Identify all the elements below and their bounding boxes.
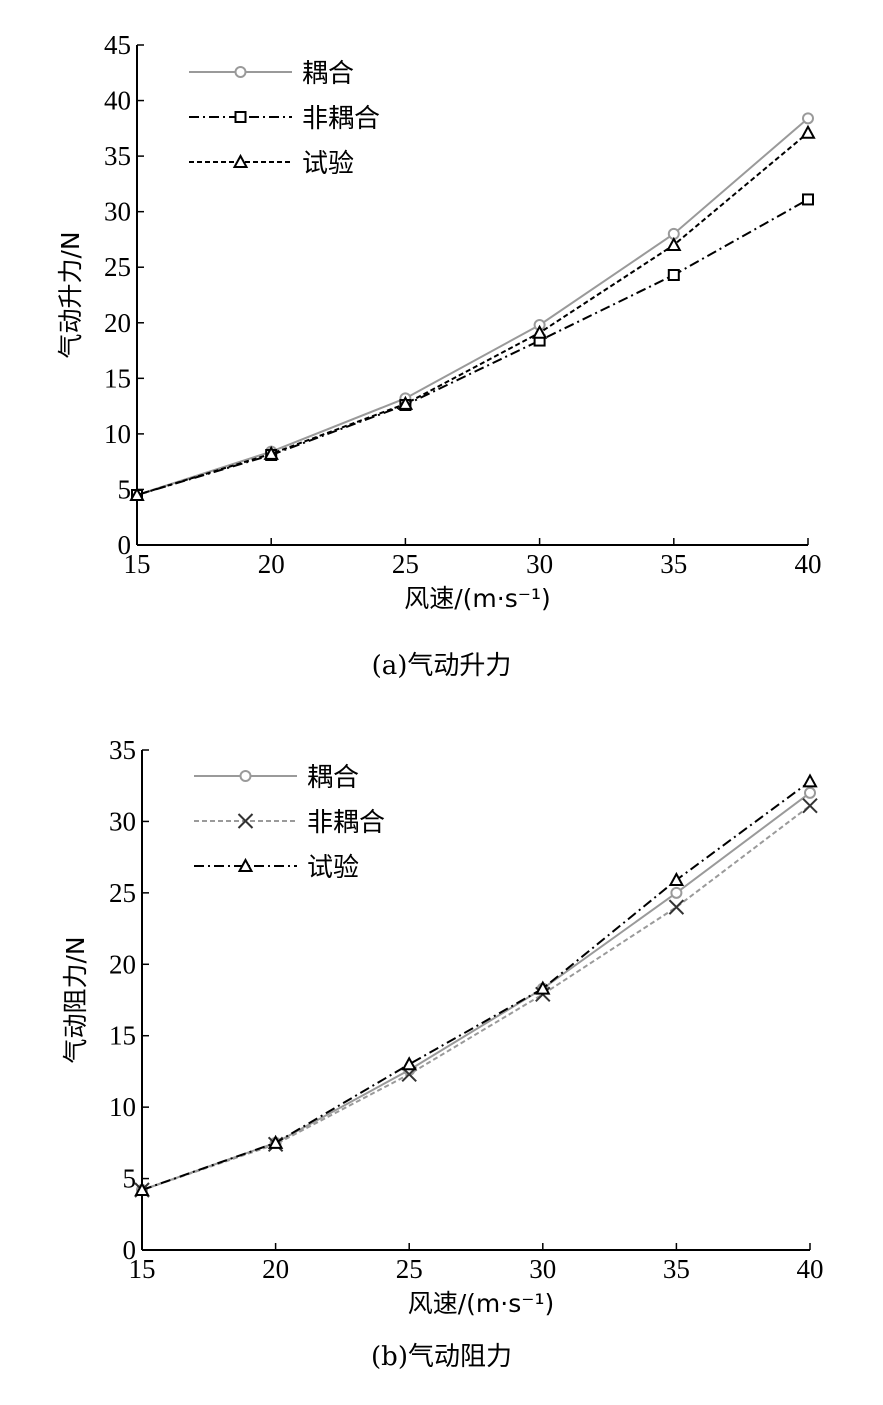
y-tick-label: 30: [104, 197, 131, 227]
y-tick-label: 45: [104, 30, 131, 60]
x-tick-label: 15: [129, 1254, 156, 1284]
series-group: [134, 798, 818, 1198]
series-group: [131, 112, 814, 501]
x-tick-label: 30: [529, 1254, 556, 1284]
y-axis-title: 气动阻力/N: [61, 936, 90, 1063]
y-tick-label: 20: [104, 308, 131, 338]
legend-marker: [237, 857, 254, 872]
legend-label: 非耦合: [307, 808, 385, 838]
x-tick-label: 35: [663, 1254, 690, 1284]
y-tick-label: 40: [104, 86, 131, 116]
series-line: [136, 132, 809, 496]
y-tick-label: 10: [109, 1092, 136, 1122]
legend-marker: [234, 111, 247, 123]
x-tick-label: 40: [797, 1254, 824, 1284]
y-tick-label: 15: [109, 1021, 136, 1051]
x-tick-label: 20: [262, 1254, 289, 1284]
data-point: [401, 1056, 417, 1071]
data-point: [670, 886, 683, 899]
x-tick-label: 35: [660, 549, 687, 579]
data-point: [800, 124, 816, 139]
legend-label: 试验: [302, 149, 354, 179]
x-axis-title: 风速/(m·s⁻¹): [408, 1289, 554, 1318]
data-point: [134, 1181, 150, 1196]
y-tick-label: 20: [109, 949, 136, 979]
data-point: [263, 445, 279, 460]
series-group: [131, 193, 814, 501]
x-tick-label: 40: [795, 549, 822, 579]
legend-marker: [234, 66, 247, 78]
y-tick-label: 35: [109, 735, 136, 765]
y-tick-label: 30: [109, 806, 136, 836]
legend-marker: [239, 770, 252, 782]
y-tick-label: 10: [104, 419, 131, 449]
y-tick-label: 15: [104, 363, 131, 393]
series-group: [129, 124, 816, 501]
x-tick-label: 15: [124, 549, 151, 579]
data-point: [802, 798, 818, 814]
series-group: [134, 773, 818, 1196]
y-tick-label: 25: [104, 252, 131, 282]
legend-label: 非耦合: [302, 104, 380, 134]
data-point: [666, 236, 682, 251]
series-line: [136, 117, 809, 496]
data-point: [802, 112, 814, 125]
data-point: [129, 486, 145, 501]
x-axis-title: 风速/(m·s⁻¹): [404, 584, 550, 613]
legend-label: 试验: [307, 853, 359, 883]
data-point: [397, 395, 414, 410]
data-point: [267, 1134, 284, 1149]
data-point: [531, 324, 548, 339]
legend-marker: [237, 813, 254, 829]
legend-label: 耦合: [302, 59, 354, 89]
x-tick-label: 20: [258, 549, 285, 579]
drag-chart-caption: (b)气动阻力: [371, 1342, 512, 1372]
lift-chart-panel: 0 5 10 15 20 25 30 35 40 45 15 20 25 30 35 40 风速/(m·s⁻¹)…: [0, 0, 883, 700]
y-tick-label: 0: [118, 530, 132, 560]
y-tick-label: 35: [104, 141, 131, 171]
data-point: [802, 773, 818, 788]
lift-chart: 0 5 10 15 20 25 30 35 40 45 15 20 25 30 35 40 风速/(m·s⁻¹)…: [56, 30, 822, 613]
series-line: [141, 804, 811, 1191]
series-group: [136, 786, 816, 1196]
data-point: [667, 269, 680, 281]
y-tick-label: 25: [109, 878, 136, 908]
y-tick-label: 5: [118, 474, 132, 504]
x-tick-label: 25: [396, 1254, 423, 1284]
y-axis-title: 气动升力/N: [56, 231, 85, 358]
data-point: [802, 193, 814, 206]
x-tick-label: 25: [392, 549, 419, 579]
data-point: [668, 899, 685, 915]
drag-chart: 0 5 10 15 20 25 30 35 15 20 25 30 35 40 风速/(m·s⁻¹) 气动阻力…: [61, 735, 824, 1318]
data-point: [535, 980, 551, 995]
x-tick-label: 30: [526, 549, 553, 579]
y-tick-label: 5: [123, 1164, 137, 1194]
series-line: [141, 792, 811, 1191]
y-tick-label: 0: [123, 1235, 137, 1265]
series-line: [136, 198, 809, 496]
data-point: [668, 871, 685, 886]
series-line: [141, 780, 811, 1191]
legend-label: 耦合: [307, 763, 359, 793]
lift-chart-caption: (a)气动升力: [371, 651, 512, 681]
legend-marker: [232, 153, 249, 168]
drag-chart-panel: 0 5 10 15 20 25 30 35 15 20 25 30 35 40 风速/(m·s⁻¹) 气动阻力…: [0, 700, 883, 1405]
data-point: [804, 786, 816, 799]
